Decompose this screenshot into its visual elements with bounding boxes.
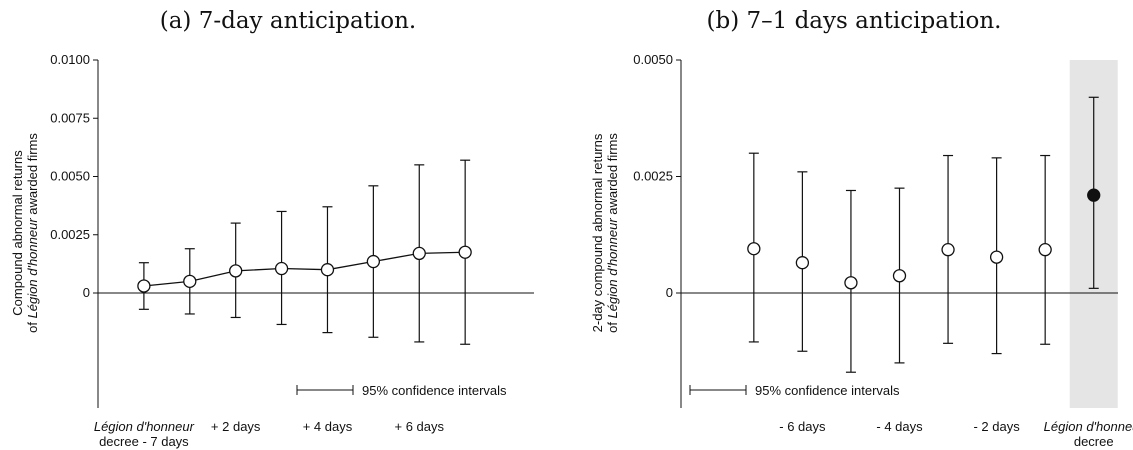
- panel-a-ytick-label: 0.0075: [50, 110, 90, 125]
- panel-a-ytick-label: 0.0050: [50, 169, 90, 184]
- panel-a-point: [366, 254, 381, 269]
- panel-a-xtick-label: + 2 days: [211, 419, 261, 434]
- panel-a-xtick-label: Légion d'honneur: [94, 419, 195, 434]
- panel-b-point: [747, 242, 761, 256]
- panel-a-xtick-label: + 6 days: [395, 419, 445, 434]
- panel-b-point: [795, 256, 810, 270]
- panel-b-xtick-label: - 4 days: [876, 419, 923, 434]
- panel-a: (a) 7-day anticipation. Compound abnorma…: [10, 8, 534, 449]
- panel-a-ytick-label: 0.0100: [50, 52, 90, 67]
- panel-b-ylabel-line1: 2-day compound abnormal returns: [590, 133, 605, 332]
- panel-a-ytick-label: 0: [83, 285, 90, 300]
- panel-a-point: [183, 274, 197, 289]
- panel-b-point: [1038, 243, 1052, 257]
- panel-b-ytick-label: 0.0050: [633, 52, 673, 67]
- panel-b-point: [989, 250, 1004, 264]
- panel-b-point-filled: [1087, 188, 1101, 202]
- panel-b-ylabel-suffix: awarded firms: [605, 133, 620, 219]
- panel-a-legend-label: 95% confidence intervals: [362, 383, 507, 398]
- panel-b-legend: 95% confidence intervals: [689, 383, 900, 398]
- panel-a-ylabel-suffix: awarded firms: [25, 133, 40, 219]
- panel-a-legend: 95% confidence intervals: [296, 383, 507, 398]
- panel-a-ylabel-prefix: of: [25, 318, 40, 332]
- panel-a-point: [320, 263, 335, 277]
- panel-a-ylabel-line2: of Légion d'honneur awarded firms: [25, 133, 40, 333]
- panel-b-xtick-label: Légion d'honneur: [1044, 419, 1133, 434]
- panel-b: (b) 7–1 days anticipation. 2-day compoun…: [590, 8, 1133, 449]
- panel-b-point: [844, 276, 858, 290]
- panel-b-legend-label: 95% confidence intervals: [755, 383, 900, 398]
- panel-a-point: [274, 261, 289, 276]
- panel-b-caption: (b) 7–1 days anticipation.: [707, 8, 1002, 34]
- panel-a-estimate-line: [143, 251, 466, 287]
- panel-b-ylabel-line2: of Légion d'honneur awarded firms: [605, 133, 620, 333]
- panel-a-xtick-label: + 4 days: [303, 419, 353, 434]
- panel-a-point: [412, 246, 426, 261]
- panel-b-point: [892, 269, 907, 283]
- panel-a-point: [137, 279, 151, 293]
- panel-b-xtick-label-line2: decree: [1074, 434, 1114, 449]
- panel-a-point: [458, 245, 472, 259]
- panel-a-point: [229, 264, 243, 278]
- panel-a-ytick-label: 0.0025: [50, 227, 90, 242]
- panel-a-xtick-label-line2: decree - 7 days: [99, 434, 189, 449]
- panel-b-point: [941, 243, 955, 257]
- panel-a-ylabel-em: Légion d'honneur: [25, 218, 40, 319]
- panel-b-ylabel-em: Légion d'honneur: [605, 218, 620, 319]
- panel-b-ytick-label: 0.0025: [633, 169, 673, 184]
- panel-b-ylabel-prefix: of: [605, 318, 620, 332]
- panel-b-xtick-label: - 6 days: [779, 419, 826, 434]
- panel-a-ylabel-line1: Compound abnormal returns: [10, 150, 25, 316]
- panel-b-xtick-label: - 2 days: [973, 419, 1020, 434]
- panel-a-caption: (a) 7-day anticipation.: [160, 8, 416, 34]
- panel-b-ytick-label: 0: [666, 285, 673, 300]
